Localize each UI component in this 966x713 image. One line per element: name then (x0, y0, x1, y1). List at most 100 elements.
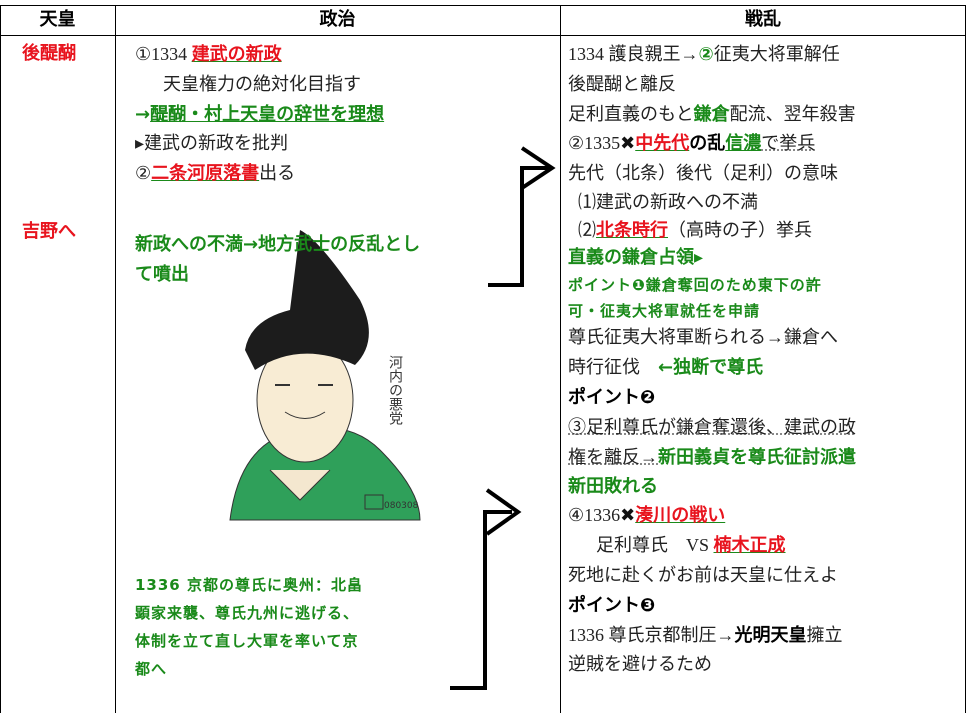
header-cell: 天皇 (39, 9, 76, 30)
text-segment: ✖ (620, 133, 636, 154)
text-line: ③足利尊氏が鎌倉奪還後、建武の政 (568, 415, 856, 439)
text-segment: 北条時行 (596, 220, 668, 241)
text-segment: ⑵ (578, 220, 596, 240)
text-line: ポイント❷ (568, 385, 655, 410)
text-segment: 信濃 (725, 133, 762, 154)
emperor: 後醍醐 (22, 43, 76, 64)
portrait-caption: 河内の悪党 (387, 355, 403, 426)
text-line: ④1336✖湊川の戦い (568, 503, 725, 528)
text-segment: 中先代 (635, 133, 690, 154)
text-segment: ③足利尊氏が鎌倉奪還後、建武の政 (568, 417, 856, 437)
text-segment: ④1336 (568, 505, 621, 525)
text-segment: ①1334 (135, 44, 192, 64)
text-segment: 二条河原落書 (151, 163, 260, 184)
text-segment: ⑴建武の新政への不満 (578, 192, 758, 212)
text-segment: 建武の新政 (191, 44, 282, 65)
text-line: ①1334 建武の新政 (135, 42, 282, 67)
portrait: 080308 河内の悪党 (229, 230, 421, 521)
text-segment: ←独断で尊氏 (658, 357, 764, 378)
text-line: ②1335✖中先代の乱信濃で挙兵 (568, 131, 815, 156)
text-segment: 新田義貞を尊氏征討派遣 (658, 447, 856, 468)
text-line: ポイント❶鎌倉奪回のため東下の許 (568, 272, 822, 297)
text-line: ②二条河原落書出る (135, 161, 295, 186)
text-line: 1336 尊氏京都制圧→光明天皇擁立 (568, 623, 843, 648)
text-line: →醍醐・村上天皇の辞世を理想 (135, 102, 384, 127)
text-segment: 新田敗れる (568, 476, 658, 497)
text-segment: （高時の子）挙兵 (668, 220, 812, 240)
text-segment: 鎌倉 (693, 104, 730, 125)
text-segment: 権を離反→ (568, 447, 658, 467)
text-segment: ポイント❷ (568, 387, 656, 408)
text-segment: ② (698, 44, 714, 65)
text-segment: ② (135, 163, 152, 183)
text-line: 1334 護良親王→②征夷大将軍解任 (568, 42, 840, 67)
text-line: 都へ (135, 656, 167, 681)
text-line: 1336 京都の尊氏に奥州：北畠 (135, 572, 363, 597)
text-segment: 擁立 (806, 625, 843, 645)
text-segment: 湊川の戦い (635, 505, 726, 526)
text-line: 足利尊氏 VS 楠木正成 (596, 533, 786, 558)
text-segment: 1334 護良親王→ (568, 44, 699, 64)
text-line: 体制を立て直し大軍を率いて京 (135, 628, 359, 653)
text-segment: 尊氏征夷大将軍断られる→鎌倉へ (568, 327, 838, 347)
text-segment: ▸建武の新政を批判 (135, 133, 289, 153)
text-segment: の乱 (689, 133, 726, 154)
text-segment: 天皇権力の絶対化目指す (163, 74, 361, 94)
text-segment: 征夷大将軍解任 (713, 44, 840, 64)
text-segment: ポイント❶鎌倉奪回のため東下の許 (568, 276, 822, 294)
arrow (450, 510, 512, 690)
text-segment: 体制を立て直し大軍を率いて京 (135, 632, 359, 650)
text-line: 尊氏征夷大将軍断られる→鎌倉へ (568, 325, 838, 349)
text-segment: 時行征伐 (568, 357, 658, 377)
text-segment: 後醍醐と離反 (568, 74, 676, 94)
text-line: 直義の鎌倉占領▸ (568, 245, 703, 270)
text-line: ポイント❸ (568, 593, 655, 618)
text-segment: 足利尊氏 VS (596, 535, 714, 555)
text-segment: で挙兵 (761, 133, 816, 153)
text-segment: → (135, 104, 151, 125)
text-segment: 死地に赴くがお前は天皇に仕えよ (568, 565, 838, 585)
text-segment: 都へ (135, 660, 168, 678)
text-line: 時行征伐 ←独断で尊氏 (568, 355, 763, 380)
text-line: 新田敗れる (568, 474, 658, 499)
text-line: 可・征夷大将軍就任を申請 (568, 298, 760, 323)
text-segment: 逆賊を避けるため (568, 654, 712, 674)
text-segment: 直義の鎌倉占領▸ (568, 247, 704, 268)
text-line: ▸建武の新政を批判 (135, 131, 288, 155)
text-line: 足利直義のもと鎌倉配流、翌年殺害 (568, 102, 856, 127)
arrow-head (520, 146, 556, 190)
text-line: 天皇権力の絶対化目指す (163, 72, 361, 96)
arrow (488, 166, 550, 287)
text-segment: 先代（北条）後代（足利）の意味 (568, 163, 838, 183)
text-line: 顕家来襲、尊氏九州に逃げる、 (135, 600, 359, 625)
text-line: 後醍醐と離反 (568, 72, 676, 96)
text-segment: 新政への不満→地方武士の反乱とし (135, 234, 421, 255)
text-segment: 1336 京都の尊氏に奥州：北畠 (135, 576, 363, 594)
text-segment: 配流、翌年殺害 (729, 104, 856, 124)
text-segment: 顕家来襲、尊氏九州に逃げる、 (135, 604, 360, 622)
text-line: 先代（北条）後代（足利）の意味 (568, 161, 838, 185)
text-line: 新政への不満→地方武士の反乱とし (135, 232, 420, 257)
text-segment: 光明天皇 (734, 625, 807, 646)
header-cell: 政治 (319, 9, 356, 30)
header-cell: 戦乱 (745, 9, 781, 30)
text-segment: 醍醐・村上天皇の辞世を理想 (150, 104, 385, 125)
text-segment: ✖ (620, 505, 636, 526)
text-segment: 足利直義のもと (568, 104, 694, 124)
text-segment: 可・征夷大将軍就任を申請 (568, 302, 761, 320)
text-segment: 楠木正成 (713, 535, 786, 556)
text-line: 逆賊を避けるため (568, 652, 712, 676)
text-segment: ②1335 (568, 133, 621, 153)
text-line: 死地に赴くがお前は天皇に仕えよ (568, 563, 838, 587)
portrait-signature: 080308 (384, 501, 419, 511)
text-segment: 出る (259, 163, 296, 183)
text-line: ⑵北条時行（高時の子）挙兵 (578, 218, 812, 243)
text-line: ⑴建武の新政への不満 (578, 190, 758, 214)
emperor: 吉野へ (22, 221, 76, 242)
text-line: て噴出 (135, 262, 189, 287)
text-segment: て噴出 (135, 264, 189, 285)
text-segment: 1336 尊氏京都制圧→ (568, 625, 735, 645)
text-line: 権を離反→新田義貞を尊氏征討派遣 (568, 445, 856, 470)
